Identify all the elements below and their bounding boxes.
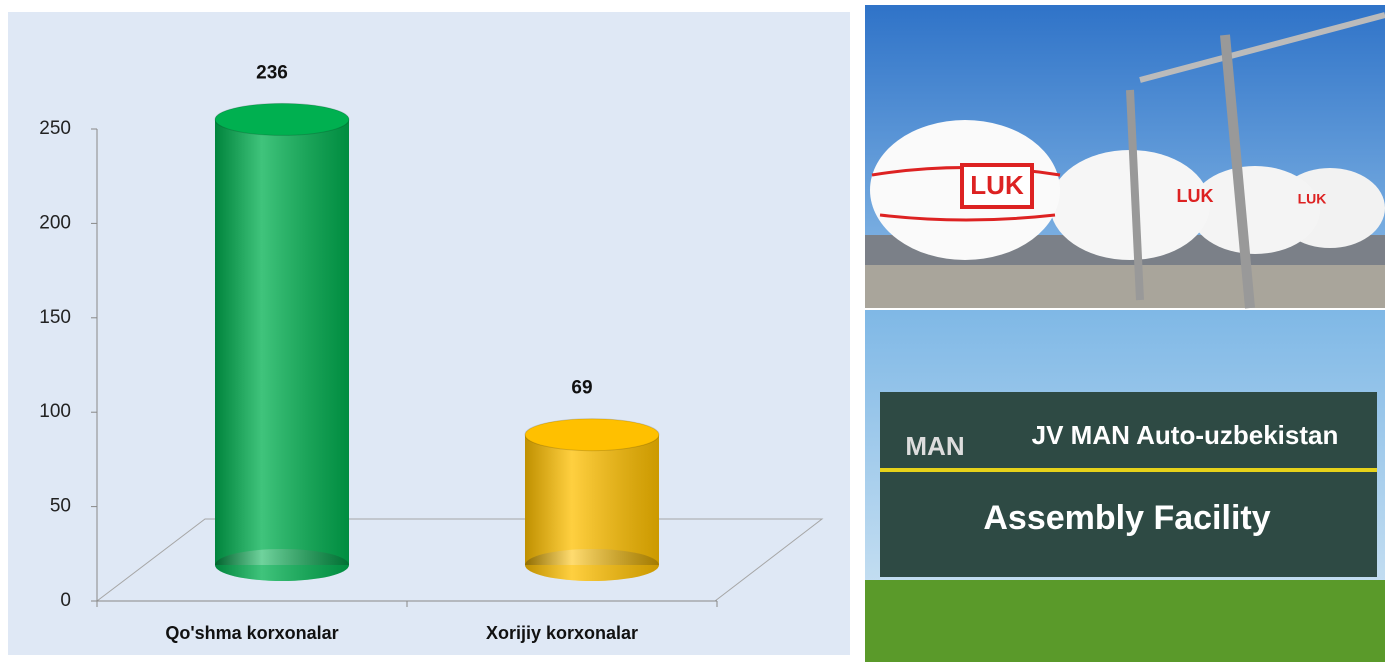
sign-title: JV MAN Auto-uzbekistan	[1032, 420, 1339, 450]
sign-subtitle: Assembly Facility	[983, 499, 1270, 537]
y-tick-label: 50	[50, 496, 71, 517]
tank	[1050, 150, 1210, 260]
photo-sign: MAN JV MAN Auto-uzbekistan Assembly Faci…	[865, 310, 1385, 662]
cylinder-shade	[525, 434, 659, 565]
cylinder-bottom-shade	[215, 549, 349, 581]
x-tick-label: Xorijiy korxonalar	[486, 623, 638, 643]
data-label: 236	[256, 62, 288, 83]
pipe	[1139, 12, 1385, 83]
cylinder-bottom-shade	[525, 549, 659, 581]
cylinder-top	[524, 418, 660, 452]
logo: LUK	[970, 170, 1024, 200]
logo: MAN	[905, 431, 964, 461]
tank	[1190, 166, 1320, 254]
logo: LUK	[1177, 186, 1214, 206]
x-tick-label: Qo'shma korxonalar	[165, 623, 338, 643]
pole	[1126, 89, 1144, 301]
sign-board	[880, 392, 1377, 577]
cylinder-shade	[215, 119, 349, 565]
chart-background	[8, 12, 850, 655]
pole	[1220, 34, 1255, 309]
y-tick-label: 100	[39, 401, 71, 422]
y-tick-label: 0	[60, 590, 71, 611]
photo-tanks: LUK LUK LUK	[865, 5, 1385, 309]
y-tick-label: 150	[39, 307, 71, 328]
y-tick-label: 250	[39, 118, 71, 139]
grass	[865, 580, 1385, 662]
logo: LUK	[1298, 191, 1327, 207]
logo-box	[960, 163, 1034, 209]
data-label: 69	[571, 378, 592, 399]
y-tick-label: 200	[39, 212, 71, 233]
cylinder-top	[214, 102, 350, 136]
